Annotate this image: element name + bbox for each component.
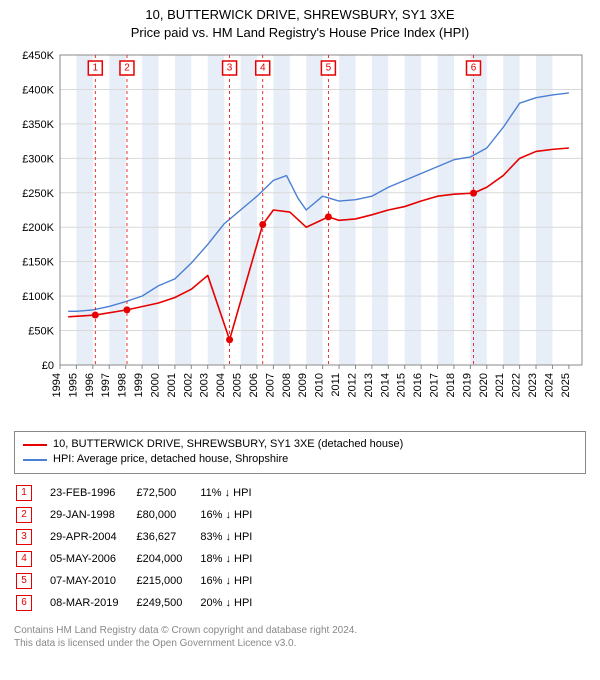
chart-container: 10, BUTTERWICK DRIVE, SHREWSBURY, SY1 3X… [0,0,600,680]
svg-text:2011: 2011 [330,373,342,397]
svg-text:2017: 2017 [429,373,441,397]
svg-text:£300K: £300K [22,153,54,165]
table-row: 1 23-FEB-1996£72,50011% ↓ HPI [16,482,270,504]
svg-text:2014: 2014 [379,373,391,397]
title-line-2: Price paid vs. HM Land Registry's House … [0,24,600,42]
svg-text:£50K: £50K [28,326,54,338]
table-row: 3 29-APR-2004£36,62783% ↓ HPI [16,526,270,548]
table-row: 5 07-MAY-2010£215,00016% ↓ HPI [16,570,270,592]
footer: Contains HM Land Registry data © Crown c… [14,624,586,650]
transaction-marker: 1 [16,485,32,501]
transactions-table: 1 23-FEB-1996£72,50011% ↓ HPI 2 29-JAN-1998… [16,482,270,614]
svg-text:£200K: £200K [22,222,54,234]
legend: 10, BUTTERWICK DRIVE, SHREWSBURY, SY1 3X… [14,431,586,474]
svg-text:1998: 1998 [117,373,129,397]
table-row: 2 29-JAN-1998£80,00016% ↓ HPI [16,504,270,526]
svg-text:2016: 2016 [412,373,424,397]
legend-label: 10, BUTTERWICK DRIVE, SHREWSBURY, SY1 3X… [53,437,403,452]
svg-text:2020: 2020 [478,373,490,397]
svg-text:1996: 1996 [84,373,96,397]
svg-text:2005: 2005 [232,373,244,397]
transaction-delta: 20% ↓ HPI [200,592,270,614]
svg-text:2000: 2000 [149,373,161,397]
svg-text:2009: 2009 [297,373,309,397]
transaction-delta: 83% ↓ HPI [200,526,270,548]
svg-text:2012: 2012 [346,373,358,397]
svg-text:2008: 2008 [281,373,293,397]
svg-text:£400K: £400K [22,85,54,97]
title-line-1: 10, BUTTERWICK DRIVE, SHREWSBURY, SY1 3X… [0,6,600,24]
svg-text:2013: 2013 [363,373,375,397]
transaction-delta: 16% ↓ HPI [200,504,270,526]
svg-text:1995: 1995 [67,373,79,397]
svg-text:2015: 2015 [396,373,408,397]
transaction-delta: 18% ↓ HPI [200,548,270,570]
svg-text:2019: 2019 [461,373,473,397]
transaction-marker: 6 [16,595,32,611]
svg-text:2010: 2010 [314,373,326,397]
legend-item: 10, BUTTERWICK DRIVE, SHREWSBURY, SY1 3X… [23,437,577,452]
svg-text:1: 1 [93,63,99,74]
transaction-price: £80,000 [136,504,200,526]
svg-text:2025: 2025 [560,373,572,397]
transaction-delta: 16% ↓ HPI [200,570,270,592]
below-chart: 10, BUTTERWICK DRIVE, SHREWSBURY, SY1 3X… [14,431,586,614]
table-row: 4 05-MAY-2006£204,00018% ↓ HPI [16,548,270,570]
svg-text:2018: 2018 [445,373,457,397]
legend-label: HPI: Average price, detached house, Shro… [53,452,288,467]
svg-text:£0: £0 [42,360,54,372]
svg-text:1994: 1994 [51,373,63,397]
chart-svg: £0 £50K £100K £150K £200K £250K £300K £350K £400… [10,45,590,425]
transaction-marker: 5 [16,573,32,589]
svg-text:£450K: £450K [22,50,54,62]
svg-text:1997: 1997 [100,373,112,397]
svg-text:£100K: £100K [22,291,54,303]
transaction-date: 08-MAR-2019 [50,592,136,614]
svg-text:2022: 2022 [511,373,523,397]
transaction-date: 29-JAN-1998 [50,504,136,526]
footer-line-1: Contains HM Land Registry data © Crown c… [14,624,586,637]
svg-text:2021: 2021 [494,373,506,397]
svg-text:2006: 2006 [248,373,260,397]
chart-title: 10, BUTTERWICK DRIVE, SHREWSBURY, SY1 3X… [0,0,600,41]
svg-text:3: 3 [227,63,233,74]
svg-text:2001: 2001 [166,373,178,397]
svg-text:2: 2 [124,63,130,74]
svg-text:£250K: £250K [22,188,54,200]
legend-item: HPI: Average price, detached house, Shro… [23,452,577,467]
transaction-marker: 4 [16,551,32,567]
transaction-price: £36,627 [136,526,200,548]
svg-text:£150K: £150K [22,257,54,269]
svg-text:2003: 2003 [199,373,211,397]
chart-area: £0 £50K £100K £150K £200K £250K £300K £350K £400… [10,45,590,425]
footer-line-2: This data is licensed under the Open Gov… [14,637,586,650]
legend-swatch [23,444,47,446]
svg-text:2002: 2002 [182,373,194,397]
transaction-price: £204,000 [136,548,200,570]
svg-text:2024: 2024 [543,373,555,397]
transaction-date: 07-MAY-2010 [50,570,136,592]
transaction-price: £215,000 [136,570,200,592]
svg-text:6: 6 [471,63,477,74]
svg-text:£350K: £350K [22,119,54,131]
svg-text:5: 5 [326,63,332,74]
svg-text:2007: 2007 [264,373,276,397]
transaction-delta: 11% ↓ HPI [200,482,270,504]
transaction-price: £249,500 [136,592,200,614]
transaction-date: 23-FEB-1996 [50,482,136,504]
transaction-date: 05-MAY-2006 [50,548,136,570]
svg-text:4: 4 [260,63,266,74]
svg-text:1999: 1999 [133,373,145,397]
table-row: 6 08-MAR-2019£249,50020% ↓ HPI [16,592,270,614]
legend-swatch [23,459,47,461]
svg-text:2004: 2004 [215,373,227,397]
transaction-date: 29-APR-2004 [50,526,136,548]
transaction-marker: 3 [16,529,32,545]
transaction-price: £72,500 [136,482,200,504]
svg-text:2023: 2023 [527,373,539,397]
transaction-marker: 2 [16,507,32,523]
